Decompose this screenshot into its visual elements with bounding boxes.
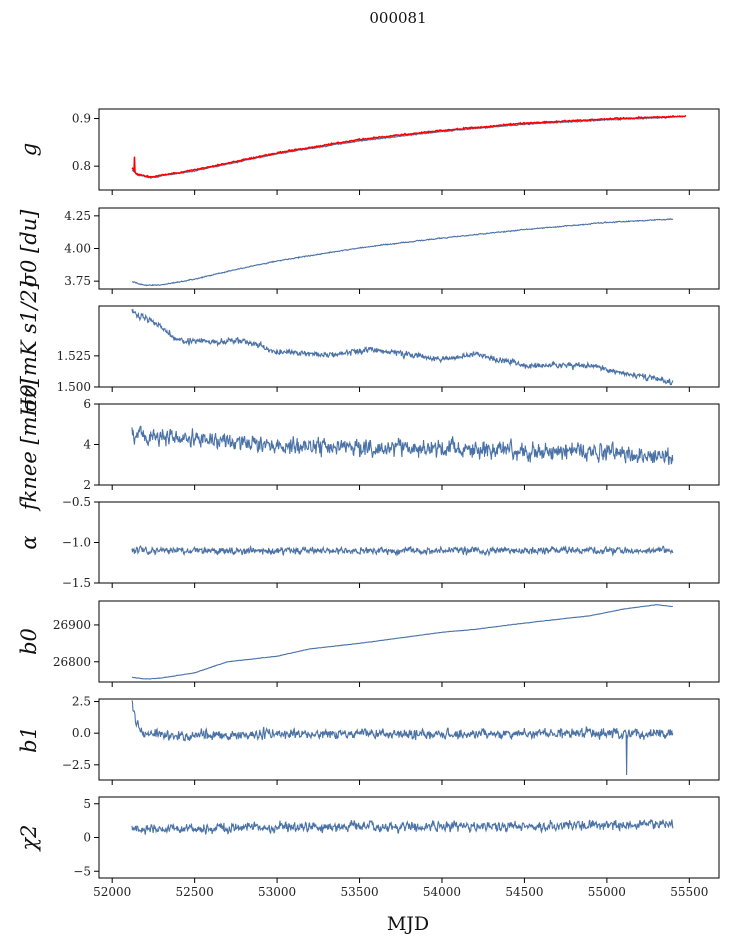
panel-2: 3.75 4.00 4.25 σ0 [du] <box>17 207 720 294</box>
y-axis-label: b0 <box>17 628 41 655</box>
y-tick-label: 1.500 <box>57 380 91 394</box>
axes-frame <box>98 305 720 388</box>
y-tick-label: −1.5 <box>62 576 91 590</box>
x-axis-label: MJD <box>387 913 429 935</box>
y-tick-label: 4 <box>83 438 91 452</box>
x-tick-label: 52500 <box>176 885 214 899</box>
y-tick-label: −0.5 <box>62 495 91 509</box>
series-line <box>131 603 673 680</box>
panel-1: 0.8 0.9 g <box>17 108 720 195</box>
y-tick-label: 26800 <box>53 655 91 669</box>
x-tick-label: 53000 <box>258 885 296 899</box>
y-tick-label: 2 <box>83 478 91 492</box>
y-tick-label: 4.00 <box>64 242 91 256</box>
axes-frame <box>98 796 720 879</box>
y-tick-label: 0.9 <box>72 112 91 126</box>
y-axis-label: α <box>17 535 41 549</box>
series-line <box>131 818 674 835</box>
series-line <box>131 217 674 287</box>
x-tick-label: 55000 <box>588 885 626 899</box>
series-line <box>131 700 674 775</box>
axes-frame <box>98 207 720 290</box>
y-tick-label: 5 <box>83 797 91 811</box>
panels: 0.8 0.9 g 3.75 4.00 4.25 σ0 [du] 1.500 1.525 σ0[m… <box>17 108 720 899</box>
x-tick-label: 54000 <box>423 885 461 899</box>
overlay-line <box>131 114 687 179</box>
axes-frame <box>98 501 720 584</box>
x-tick-label: 55500 <box>670 885 708 899</box>
panel-3: 1.500 1.525 σ0[mK s1/2] <box>17 280 720 412</box>
y-tick-label: −2.5 <box>62 758 91 772</box>
axes-frame <box>98 600 720 683</box>
y-tick-label: 6 <box>83 397 91 411</box>
y-tick-label: −5 <box>73 864 91 878</box>
y-tick-label: 0.8 <box>72 159 91 173</box>
panel-7: −2.5 0.0 2.5 b1 <box>17 695 720 785</box>
series-line <box>131 544 674 557</box>
axes-frame <box>98 403 720 486</box>
x-tick-label: 54500 <box>505 885 543 899</box>
figure-title: 000081 <box>369 9 426 27</box>
y-tick-label: 3.75 <box>64 274 91 288</box>
series-line <box>131 425 674 465</box>
axes-frame <box>98 108 720 191</box>
y-axis-label: σ0[mK s1/2] <box>17 280 41 412</box>
y-axis-label: g <box>17 143 41 156</box>
y-tick-label: 1.525 <box>57 349 91 363</box>
y-axis-label: χ2 <box>17 824 41 852</box>
y-tick-label: 4.25 <box>64 209 91 223</box>
x-tick-label: 52000 <box>93 885 131 899</box>
panel-4: 2 4 6 fknee [mHz] <box>17 378 720 512</box>
y-tick-label: 0.0 <box>72 726 91 740</box>
series-line <box>131 116 674 179</box>
panel-5: −1.5 −1.0 −0.5 α <box>17 495 720 590</box>
y-axis-label: fknee [mHz] <box>17 378 41 512</box>
y-tick-label: 2.5 <box>72 695 91 709</box>
y-tick-label: 0 <box>83 831 91 845</box>
panel-8: −5 0 5 52000 52500 53000 53500 54000 54500 55000 5… <box>17 796 720 899</box>
y-axis-label: b1 <box>17 726 41 753</box>
y-tick-label: 26900 <box>53 618 91 632</box>
series-line <box>131 308 674 386</box>
panel-6: 26800 26900 b0 <box>17 600 720 687</box>
x-tick-label: 53500 <box>340 885 378 899</box>
axes-frame <box>98 698 720 781</box>
y-axis-label: σ0 [du] <box>17 209 41 288</box>
y-tick-label: −1.0 <box>62 536 91 550</box>
